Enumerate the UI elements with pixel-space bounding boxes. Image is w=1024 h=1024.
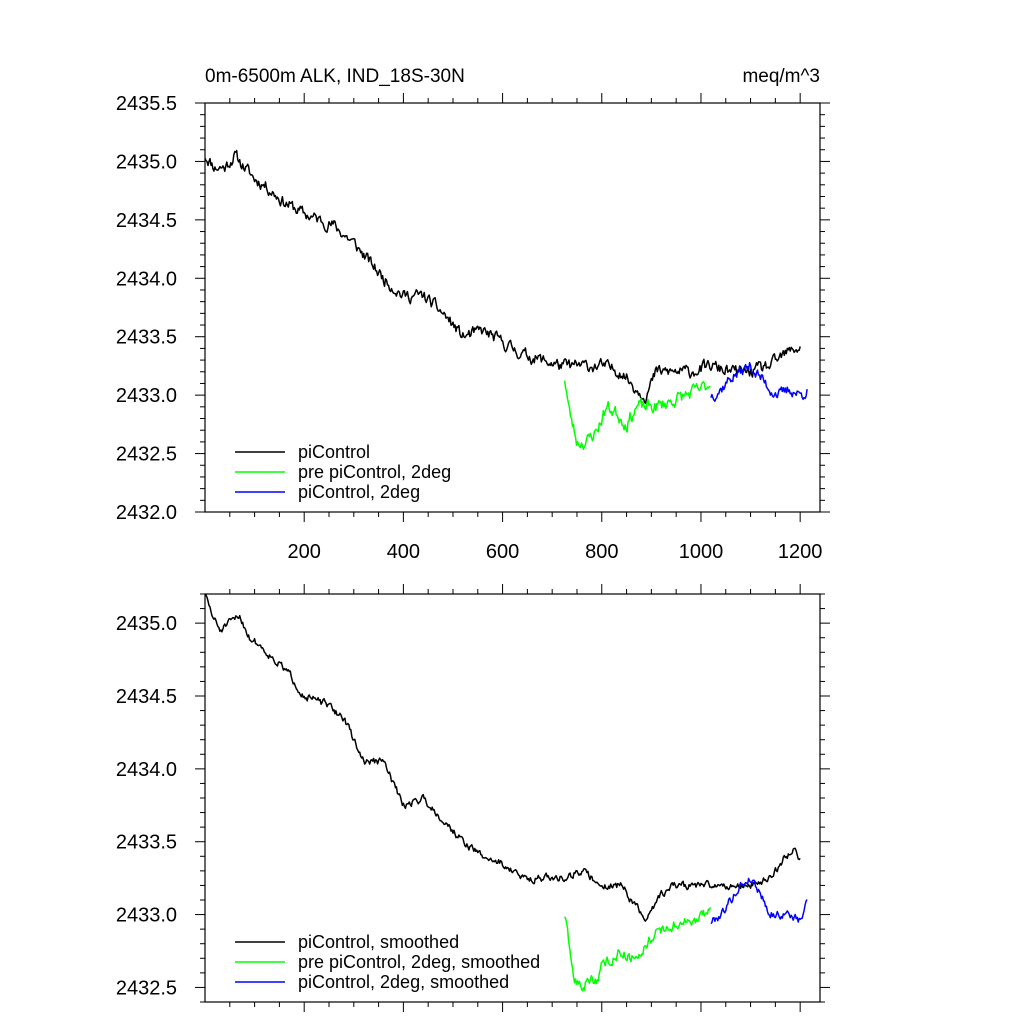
legend-label-piControl: piControl <box>298 442 370 462</box>
series-line-2 <box>710 877 808 925</box>
chart-units: meq/m^3 <box>742 66 820 87</box>
x-tick-label: 1200 <box>778 541 823 563</box>
legend-label-pre-piControl-2deg: pre piControl, 2deg <box>298 462 451 482</box>
y-tick-label: 2434.5 <box>116 210 177 232</box>
x-tick-label: 200 <box>288 541 321 563</box>
y-tick-label: 2435.5 <box>116 93 177 115</box>
legend-label-pre-piControl-2deg-smoothed: pre piControl, 2deg, smoothed <box>298 952 540 972</box>
y-tick-label: 2435.0 <box>116 151 177 173</box>
y-tick-label: 2433.0 <box>116 385 177 407</box>
ticks-layer: 2432.5 2433.0 2433.5 2434.0 2434.5 2435.0 <box>116 584 830 1012</box>
series-line-0 <box>204 149 801 405</box>
x-tick-label: 800 <box>585 541 618 563</box>
y-tick-label: 2433.5 <box>116 832 177 854</box>
y-tick-label: 2435.0 <box>116 613 177 635</box>
plot-frame <box>204 593 821 1003</box>
x-tick-label: 400 <box>387 541 420 563</box>
plot-frame <box>204 102 821 513</box>
series-layer <box>204 594 808 992</box>
ticks-layer: 200 400 600 800 1000 1200 2432.0 2432.5 2433.0 24… <box>116 93 830 563</box>
chart-panel-top: 0m-6500m ALK, IND_18S-30N meq/m^3 200 400… <box>116 66 830 563</box>
y-tick-label: 2434.5 <box>116 686 177 708</box>
y-tick-label: 2434.0 <box>116 759 177 781</box>
y-tick-label: 2432.5 <box>116 977 177 999</box>
legend-label-piControl-smoothed: piControl, smoothed <box>298 932 459 952</box>
y-tick-label: 2433.5 <box>116 327 177 349</box>
y-tick-label: 2434.0 <box>116 268 177 290</box>
legend-label-piControl-2deg-smoothed: piControl, 2deg, smoothed <box>298 972 509 992</box>
legend-label-piControl-2deg: piControl, 2deg <box>298 482 420 502</box>
series-line-1 <box>563 380 711 451</box>
y-tick-label: 2432.5 <box>116 444 177 466</box>
chart-panel-bottom: 2432.5 2433.0 2433.5 2434.0 2434.5 2435.0 piC… <box>116 584 830 1012</box>
legend: piControl pre piControl, 2deg piControl,… <box>235 442 451 502</box>
chart-title: 0m-6500m ALK, IND_18S-30N <box>205 66 465 87</box>
x-tick-label: 1000 <box>679 541 724 563</box>
series-line-0 <box>204 594 801 922</box>
y-tick-label: 2433.0 <box>116 905 177 927</box>
x-tick-label: 600 <box>486 541 519 563</box>
legend: piControl, smoothed pre piControl, 2deg,… <box>235 932 540 992</box>
series-layer <box>204 149 808 451</box>
series-line-2 <box>710 362 808 402</box>
y-tick-label: 2432.0 <box>116 502 177 524</box>
series-line-1 <box>563 907 712 992</box>
